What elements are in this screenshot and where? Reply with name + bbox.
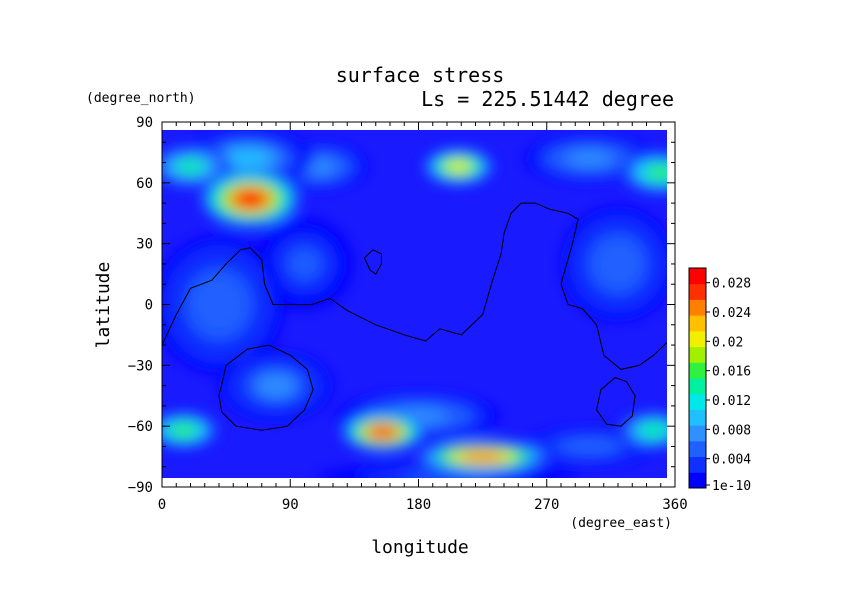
colorbar-tick-label: 0.008 [712, 423, 751, 438]
colorbar-segment [689, 283, 706, 300]
colorbar-segment [689, 425, 706, 442]
x-tick-label: 180 [406, 497, 431, 513]
field-feature [416, 440, 549, 474]
contour-line [218, 344, 314, 431]
y-tick-label: 90 [136, 115, 153, 131]
colorbar-segment [689, 268, 706, 285]
field-feature [341, 413, 425, 452]
y-tick-label: −90 [128, 480, 153, 496]
colorbar-frame [688, 267, 707, 489]
stress-field [162, 130, 667, 478]
chart-title: surface stress [336, 63, 505, 87]
colorbar: 1e-10 0.004 0.008 0.012 0.016 0.02 0.024 0.028 [688, 267, 751, 494]
colorbar-segment [689, 472, 706, 489]
contour-line [162, 202, 667, 370]
contour-line [596, 376, 636, 427]
field-feature [523, 134, 656, 183]
y-axis-label: latitude [93, 262, 114, 349]
field-feature [560, 205, 667, 323]
x-tick-label: 270 [534, 497, 559, 513]
field-feature [162, 145, 232, 188]
colorbar-segment [689, 409, 706, 426]
colorbar-tick-label: 0.028 [712, 277, 751, 292]
colorbar-segment [689, 362, 706, 379]
x-tick-label: 90 [282, 497, 299, 513]
colorbar-tick-label: 0.016 [712, 365, 751, 380]
plot-area [162, 130, 667, 478]
field-feature [422, 147, 495, 186]
y-tick-label: 30 [136, 237, 153, 253]
x-tick-label: 360 [662, 497, 687, 513]
field-feature [619, 151, 667, 194]
field-feature [162, 411, 220, 450]
x-units-label: (degree_east) [570, 516, 672, 531]
colorbar-segment [689, 378, 706, 395]
y-tick-label: 60 [136, 176, 153, 192]
contour-line [363, 249, 382, 275]
colorbar-segment [689, 330, 706, 348]
colorbar-tick-label: 0.012 [712, 394, 751, 409]
colorbar-tick-label: 0.004 [712, 453, 751, 468]
y-tick-label: 0 [145, 298, 153, 314]
colorbar-tick-label: 0.024 [712, 306, 751, 321]
y-tick-label: −30 [128, 358, 153, 374]
coastline-contours [162, 202, 667, 431]
colorbar-segment [689, 440, 706, 458]
x-tick-label: 0 [158, 497, 166, 513]
colorbar-segment [689, 346, 706, 363]
y-tick-label: −60 [128, 419, 153, 435]
colorbar-tick-label: 0.02 [712, 335, 743, 350]
y-axis: 90 60 30 0 −30 −60 −90 [128, 115, 675, 496]
colorbar-tick-label: 1e-10 [712, 479, 751, 494]
y-units-label: (degree_north) [86, 91, 196, 106]
x-axis: 0 90 180 270 360 [158, 122, 688, 513]
colorbar-segment [689, 456, 706, 473]
x-axis-label: longitude [371, 537, 469, 558]
field-feature [162, 233, 286, 376]
field-feature [218, 350, 334, 421]
field-feature [200, 170, 300, 228]
colorbar-segment [689, 393, 706, 410]
field-feature [617, 411, 667, 450]
colorbar-segment [689, 315, 706, 332]
colorbar-segment [689, 299, 706, 316]
chart-subtitle: Ls = 225.51442 degree [421, 87, 674, 111]
